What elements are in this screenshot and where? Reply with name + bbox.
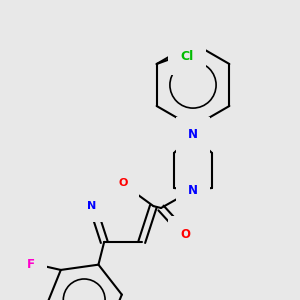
Text: O: O xyxy=(118,178,128,188)
Text: N: N xyxy=(87,201,96,211)
Text: N: N xyxy=(188,184,198,196)
Text: O: O xyxy=(180,227,190,241)
Text: Cl: Cl xyxy=(180,50,193,62)
Text: N: N xyxy=(188,128,198,142)
Text: F: F xyxy=(27,258,35,272)
